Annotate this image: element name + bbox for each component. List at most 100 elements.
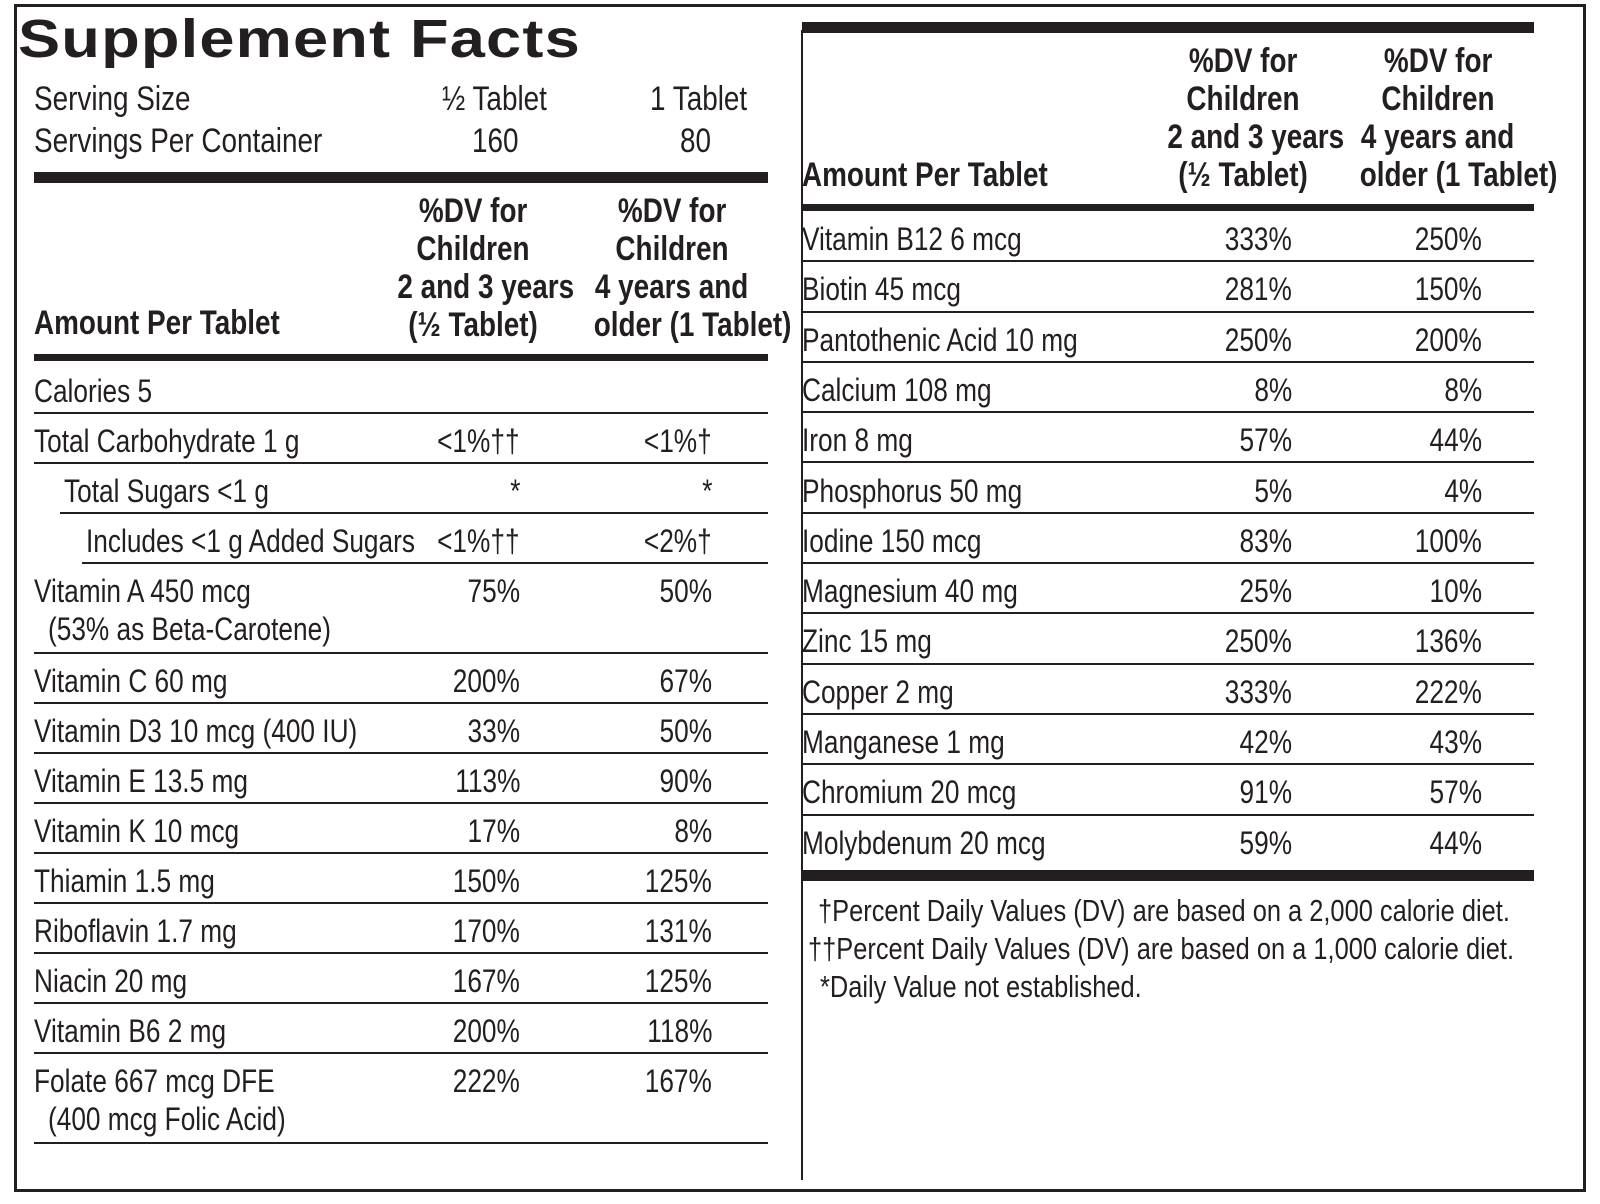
- nutrient-name: Iron 8 mg: [802, 422, 913, 459]
- table-row: Vitamin D3 10 mcg (400 IU) 33% 50%: [34, 704, 768, 754]
- dv-children-2-3: 167%: [452, 963, 520, 999]
- dv-children-4-plus: 90%: [659, 763, 712, 799]
- serving-size-label: Serving Size: [34, 80, 191, 118]
- dv-children-4-plus: <2%†: [644, 523, 712, 559]
- table-row: Riboflavin 1.7 mg 170% 131%: [34, 904, 768, 954]
- nutrient-name: Pantothenic Acid 10 mg: [802, 321, 1078, 358]
- dv-children-2-3: 200%: [452, 1013, 520, 1049]
- dv-children-4-plus: 150%: [1414, 271, 1482, 308]
- dv-children-2-3: 281%: [1224, 271, 1292, 308]
- table-row: Phosphorus 50 mg 5% 4%: [802, 464, 1534, 514]
- panel-title: Supplement Facts: [18, 9, 581, 69]
- dv-children-2-3: 333%: [1224, 673, 1292, 710]
- dv-children-2-3: 170%: [452, 913, 520, 949]
- dv-children-4-plus: 67%: [659, 663, 712, 699]
- dv-children-2-3: 75%: [467, 573, 520, 609]
- dv-children-4-plus: 222%: [1414, 673, 1482, 710]
- nutrient-name: Vitamin A 450 mcg: [34, 573, 251, 609]
- dv-children-4-plus: 250%: [1414, 221, 1482, 257]
- right-nutrient-table: Vitamin B12 6 mcg 333% 250% Biotin 45 mcg 28…: [802, 212, 1534, 872]
- dv-children-4-plus: 136%: [1414, 623, 1482, 660]
- dv-children-4-plus: 167%: [644, 1063, 712, 1099]
- dv-children-2-3: 333%: [1224, 221, 1292, 257]
- table-row: Copper 2 mg 333% 222%: [802, 665, 1534, 715]
- table-row: Vitamin K 10 mcg 17% 8%: [34, 804, 768, 854]
- dv-children-2-3: 17%: [467, 813, 520, 849]
- table-row: Manganese 1 mg 42% 43%: [802, 715, 1534, 766]
- medium-rule: [34, 354, 768, 361]
- dv-children-2-3: 150%: [452, 863, 520, 899]
- table-row: Thiamin 1.5 mg 150% 125%: [34, 854, 768, 904]
- dv-children-4-plus: 200%: [1414, 321, 1482, 358]
- table-row: Chromium 20 mcg 91% 57%: [802, 765, 1534, 816]
- nutrient-name: Manganese 1 mg: [802, 724, 1005, 760]
- dv-children-2-3: 42%: [1239, 724, 1292, 760]
- nutrient-name: Riboflavin 1.7 mg: [34, 913, 237, 949]
- dv-children-2-3: 222%: [452, 1063, 520, 1099]
- table-row: Vitamin A 450 mcg (53% as Beta-Carotene) 7…: [34, 564, 768, 654]
- dv-children-2-3: 33%: [467, 713, 520, 749]
- table-row: Total Sugars <1 g * *: [60, 464, 768, 514]
- serving-size-half: ½ Tablet: [442, 80, 547, 118]
- table-row: Iron 8 mg 57% 44%: [802, 413, 1534, 464]
- left-nutrient-table: Calories 5 Total Carbohydrate 1 g <1%†† <1%…: [34, 364, 768, 1154]
- dv-children-4-plus: 125%: [644, 963, 712, 999]
- nutrient-name: Vitamin E 13.5 mg: [34, 763, 248, 799]
- nutrient-name: Iodine 150 mcg: [802, 522, 982, 559]
- nutrient-name: Vitamin D3 10 mcg (400 IU): [34, 713, 358, 749]
- dv-children-2-3: 113%: [454, 763, 520, 799]
- dv-children-2-3: 250%: [1224, 623, 1292, 660]
- dv-children-2-3: 83%: [1239, 522, 1292, 559]
- dv-children-2-3: <1%††: [437, 423, 520, 459]
- dv-children-4-plus: 57%: [1429, 774, 1482, 811]
- dv-children-2-3: 59%: [1239, 824, 1292, 861]
- footer-thick-rule: [802, 870, 1534, 881]
- dv-children-2-3: 200%: [452, 663, 520, 699]
- table-row: Niacin 20 mg 167% 125%: [34, 954, 768, 1004]
- nutrient-subtext: (53% as Beta-Carotene): [48, 611, 331, 647]
- nutrient-name: Biotin 45 mcg: [802, 271, 961, 308]
- column-divider: [801, 30, 803, 1180]
- table-row: Folate 667 mcg DFE (400 mcg Folic Acid) 22…: [34, 1054, 768, 1144]
- table-row: Calcium 108 mg 8% 8%: [802, 363, 1534, 414]
- nutrient-name: Vitamin K 10 mcg: [34, 813, 240, 849]
- dv-children-2-3: 250%: [1224, 321, 1292, 358]
- dv-children-4-plus: 4%: [1444, 472, 1482, 509]
- footnote-double-dagger: ††Percent Daily Values (DV) are based on…: [808, 931, 1515, 966]
- dv-children-4-plus: 125%: [644, 863, 712, 899]
- nutrient-name: Total Carbohydrate 1 g: [34, 423, 300, 459]
- right-thick-rule: [802, 22, 1534, 33]
- table-row: Total Carbohydrate 1 g <1%†† <1%†: [34, 414, 768, 464]
- nutrient-subtext: (400 mcg Folic Acid): [48, 1101, 286, 1137]
- nutrient-name: Phosphorus 50 mg: [802, 472, 1023, 509]
- dv-children-4-plus: 44%: [1429, 422, 1482, 459]
- dv-children-4-plus: *: [701, 473, 712, 509]
- dv-children-4-plus: 8%: [674, 813, 712, 849]
- nutrient-name: Niacin 20 mg: [34, 963, 188, 999]
- table-row: Calories 5: [34, 364, 768, 414]
- nutrient-name: Thiamin 1.5 mg: [34, 863, 215, 899]
- right-col-a-header: %DV for Children 2 and 3 years (½ Tablet…: [1167, 42, 1345, 194]
- table-row: Molybdenum 20 mcg 59% 44%: [802, 816, 1534, 866]
- right-col-b-header: %DV for Children 4 years and older (1 Ta…: [1359, 42, 1558, 194]
- nutrient-name: Vitamin B6 2 mg: [34, 1013, 227, 1049]
- table-row: Zinc 15 mg 250% 136%: [802, 614, 1534, 665]
- dv-children-4-plus: 8%: [1444, 371, 1482, 408]
- nutrient-name: Magnesium 40 mg: [802, 573, 1018, 610]
- nutrient-name: Zinc 15 mg: [802, 623, 932, 660]
- table-row: Pantothenic Acid 10 mg 250% 200%: [802, 313, 1534, 363]
- servings-per-container-label: Servings Per Container: [34, 122, 323, 160]
- table-row: Vitamin B12 6 mcg 333% 250%: [802, 212, 1534, 263]
- left-col-b-header: %DV for Children 4 years and older (1 Ta…: [593, 192, 792, 344]
- table-row: Vitamin E 13.5 mg 113% 90%: [34, 754, 768, 804]
- nutrient-name: Includes <1 g Added Sugars: [86, 523, 415, 559]
- dv-children-2-3: 25%: [1239, 573, 1292, 610]
- serving-size-row: Serving Size ½ Tablet 1 Tablet: [20, 80, 780, 120]
- nutrient-name: Chromium 20 mcg: [802, 774, 1017, 811]
- dv-children-2-3: 57%: [1239, 422, 1292, 459]
- nutrient-name: Total Sugars <1 g: [64, 473, 269, 509]
- footnote-asterisk: *Daily Value not established.: [820, 969, 1142, 1004]
- nutrient-name: Molybdenum 20 mcg: [802, 824, 1046, 861]
- nutrient-name: Vitamin C 60 mg: [34, 663, 228, 699]
- dv-children-2-3: 8%: [1254, 371, 1292, 408]
